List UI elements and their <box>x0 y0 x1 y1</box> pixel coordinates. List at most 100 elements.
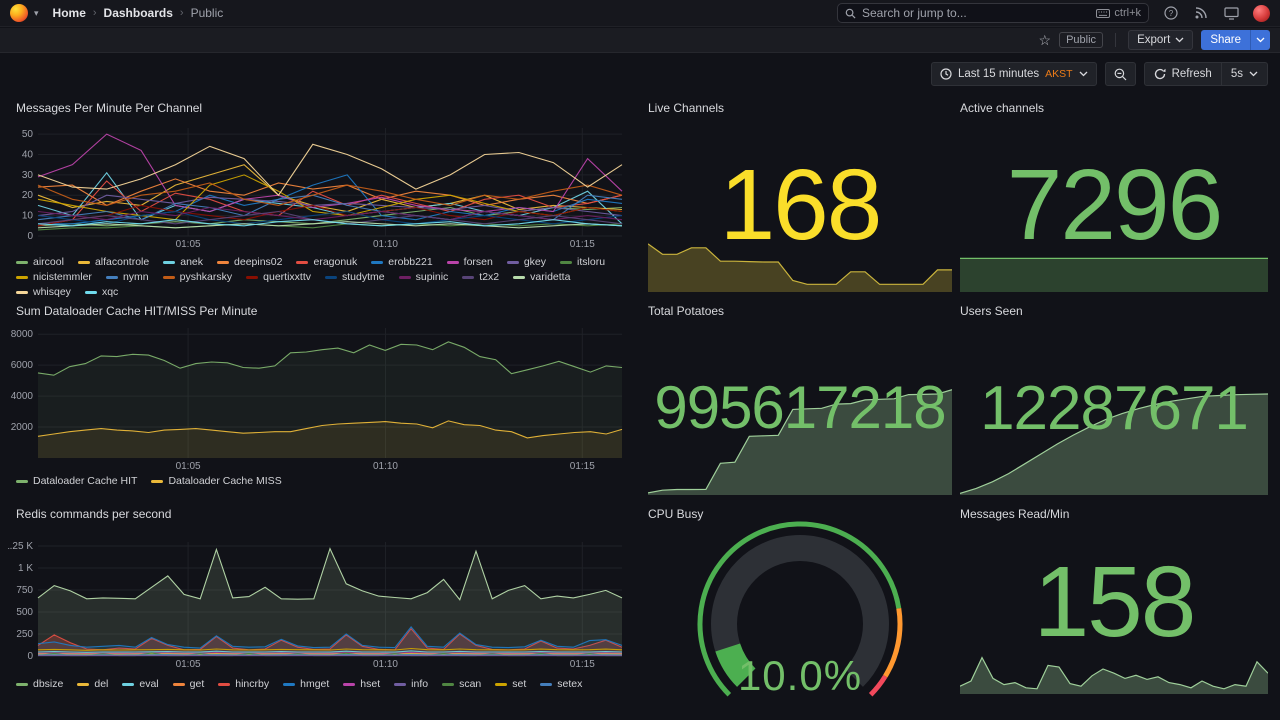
refresh-interval-dropdown[interactable]: 5s <box>1220 63 1267 85</box>
stat-value-messages-read: 158 <box>1033 546 1197 658</box>
legend-item[interactable]: aircool <box>16 256 64 268</box>
legend-label: gkey <box>523 256 547 268</box>
x-axis-label: 01:05 <box>176 461 201 472</box>
star-icon[interactable]: ☆ <box>1038 31 1052 48</box>
legend-item[interactable]: nymn <box>105 271 149 283</box>
panel-title[interactable]: Active channels <box>960 101 1045 115</box>
legend-swatch <box>442 682 455 686</box>
legend-item[interactable]: studytme <box>325 271 385 283</box>
legend-swatch <box>105 275 118 279</box>
panel-title[interactable]: Users Seen <box>960 304 1023 318</box>
x-axis-label: 01:15 <box>570 239 595 250</box>
live-channels-sparkline <box>648 242 952 292</box>
legend-swatch <box>343 682 356 686</box>
y-axis-label: 250 <box>16 629 33 640</box>
legend-label: get <box>189 678 205 690</box>
legend-label: Dataloader Cache HIT <box>33 475 138 487</box>
x-axis-label: 01:15 <box>570 461 595 472</box>
legend-label: hmget <box>300 678 330 690</box>
panel-title[interactable]: CPU Busy <box>648 507 704 521</box>
legend-item[interactable]: hset <box>343 678 380 690</box>
legend-item[interactable]: set <box>495 678 526 690</box>
time-range-picker[interactable]: Last 15 minutes AKST <box>930 62 1097 86</box>
legend-item[interactable]: forsen <box>446 256 493 268</box>
legend-item[interactable]: dbsize <box>16 678 63 690</box>
legend-swatch <box>16 275 28 279</box>
legend-item[interactable]: hmget <box>283 678 329 690</box>
legend-item[interactable]: scan <box>442 678 481 690</box>
legend-swatch <box>163 260 176 264</box>
top-nav: ▾ Home › Dashboards › Public Search or j… <box>0 0 1280 27</box>
legend-item[interactable]: setex <box>540 678 582 690</box>
y-axis-label: 30 <box>22 170 34 181</box>
legend-swatch <box>162 275 175 279</box>
timezone-badge: AKST <box>1045 68 1073 80</box>
legend-label: anek <box>180 256 204 268</box>
breadcrumb-dashboards[interactable]: Dashboards <box>103 6 173 20</box>
help-icon[interactable]: ? <box>1163 5 1179 21</box>
legend-item[interactable]: anek <box>163 256 203 268</box>
breadcrumb-home[interactable]: Home <box>52 6 86 20</box>
export-button[interactable]: Export <box>1128 30 1194 50</box>
legend-item[interactable]: deepins02 <box>217 256 282 268</box>
zoom-out-button[interactable] <box>1104 62 1136 86</box>
grafana-logo-icon[interactable] <box>10 4 28 22</box>
org-switcher-chevron-icon[interactable]: ▾ <box>34 7 39 18</box>
legend-item[interactable]: del <box>77 678 108 690</box>
legend-item[interactable]: varidetta <box>513 271 570 283</box>
legend-item[interactable]: t2x2 <box>462 271 499 283</box>
chart-svg: 01:05 01:10 01:15 0 250 500 750 1 K 1.25 K <box>8 541 623 670</box>
dataloader-chart-plot[interactable]: 01:05 01:10 01:15 2000 4000 6000 8000 <box>8 322 630 472</box>
breadcrumb-separator: › <box>179 7 184 19</box>
legend-item[interactable]: alfacontrole <box>77 256 149 268</box>
redis-chart-plot[interactable]: 01:05 01:10 01:15 0 250 500 750 1 K 1.25 K <box>8 536 630 670</box>
share-menu-chevron[interactable] <box>1250 30 1270 50</box>
legend-item[interactable]: Dataloader Cache MISS <box>151 475 282 487</box>
panel-title[interactable]: Messages Per Minute Per Channel <box>16 101 203 115</box>
messages-chart-plot[interactable]: 01:05 01:10 01:15 0 10 20 30 40 50 <box>8 122 630 250</box>
legend-item[interactable]: pyshkarsky <box>162 271 232 283</box>
x-axis-label: 01:10 <box>373 659 398 670</box>
share-button[interactable]: Share <box>1201 30 1270 50</box>
stat-value-live-channels: 168 <box>719 149 883 261</box>
series-supinic <box>37 206 623 221</box>
legend-label: eval <box>139 678 159 690</box>
legend-item[interactable]: xqc <box>84 286 118 298</box>
legend-item[interactable]: itsloru <box>560 256 605 268</box>
legend-item[interactable]: get <box>172 678 205 690</box>
legend-item[interactable]: nicistemmler <box>16 271 92 283</box>
panel-title[interactable]: Messages Read/Min <box>960 507 1070 521</box>
kiosk-monitor-icon[interactable] <box>1223 5 1239 21</box>
legend-item[interactable]: info <box>394 678 428 690</box>
panel-title[interactable]: Sum Dataloader Cache HIT/MISS Per Minute <box>16 304 258 318</box>
user-avatar[interactable] <box>1253 4 1270 22</box>
legend-item[interactable]: erobb221 <box>371 256 433 268</box>
legend-item[interactable]: eval <box>122 678 159 690</box>
legend-swatch <box>296 260 309 264</box>
news-rss-icon[interactable] <box>1193 5 1209 21</box>
redis-chart-legend: dbsize del eval get hincrby hmget hset info scan… <box>16 678 628 690</box>
legend-item[interactable]: supinic <box>398 271 449 283</box>
legend-swatch <box>398 275 411 279</box>
legend-label: supinic <box>415 271 449 283</box>
y-axis-label: 4000 <box>11 391 34 402</box>
refresh-button[interactable]: Refresh <box>1145 63 1221 85</box>
panel-title[interactable]: Total Potatoes <box>648 304 725 318</box>
legend-item[interactable]: Dataloader Cache HIT <box>16 475 137 487</box>
panel-title[interactable]: Live Channels <box>648 101 725 115</box>
legend-item[interactable]: gkey <box>506 256 547 268</box>
search-input[interactable]: Search or jump to... ctrl+k <box>837 3 1149 23</box>
y-axis-label: 2000 <box>11 422 34 433</box>
panel-title[interactable]: Redis commands per second <box>16 507 172 521</box>
share-label[interactable]: Share <box>1201 30 1250 50</box>
svg-text:?: ? <box>1169 9 1174 18</box>
legend-swatch <box>16 290 28 294</box>
legend-item[interactable]: eragonuk <box>296 256 357 268</box>
y-axis-label: 1.25 K <box>8 541 33 552</box>
chevron-down-icon <box>1256 37 1265 43</box>
dashboard-tag[interactable]: Public <box>1059 32 1104 48</box>
x-axis-label: 01:05 <box>176 659 201 670</box>
legend-item[interactable]: quertixxttv <box>246 271 311 283</box>
legend-item[interactable]: hincrby <box>218 678 269 690</box>
legend-item[interactable]: whisqey <box>16 286 71 298</box>
